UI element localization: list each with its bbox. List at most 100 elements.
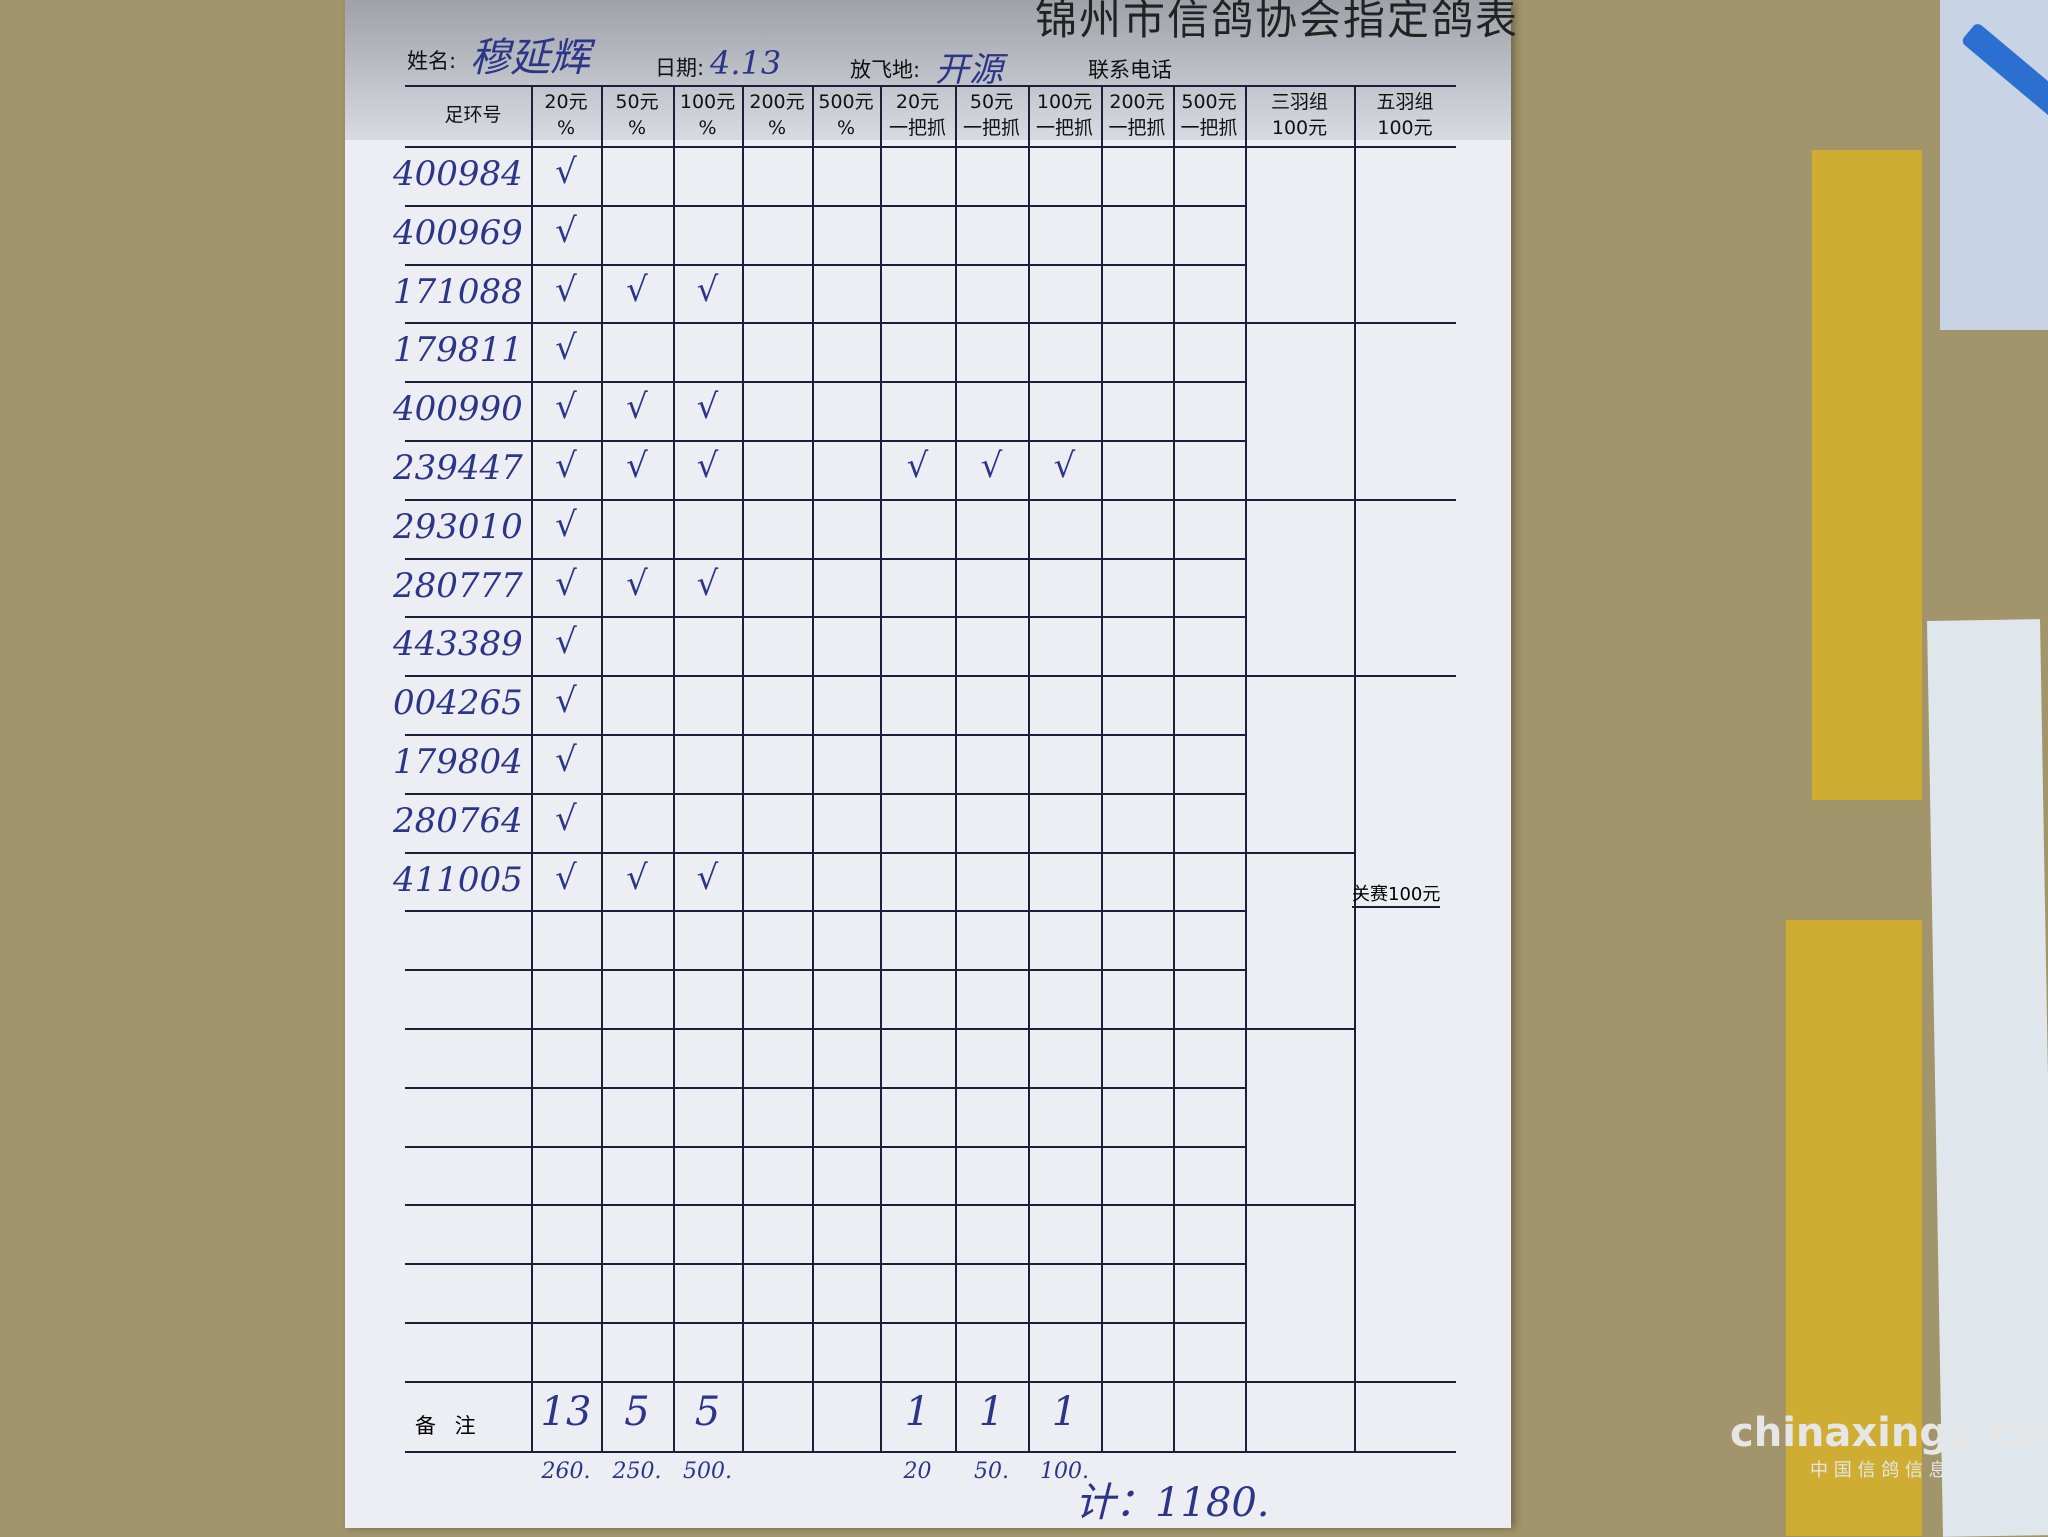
- ring-number: 179811: [393, 330, 523, 371]
- column-header-bottom: %: [556, 117, 576, 139]
- row-line: [405, 734, 1245, 736]
- check-mark: √: [555, 681, 577, 722]
- row-line: [405, 440, 1245, 442]
- remark-amount: 50.: [974, 1458, 1009, 1484]
- three-group-line: [1245, 498, 1354, 501]
- pigeon-designation-form: 锦州市信鸽协会指定鸽表 姓名: 穆延辉 日期: 4.13 放飞地: 开源 联系电…: [345, 0, 1517, 1528]
- column-header-bottom: 一把抓: [962, 117, 1020, 139]
- check-mark: √: [555, 269, 577, 310]
- three-group-line: [1245, 1028, 1354, 1030]
- remark-count: 1: [978, 1388, 1005, 1435]
- check-mark: √: [1053, 446, 1076, 486]
- check-mark: √: [696, 269, 719, 310]
- ring-number: 179804: [393, 742, 523, 782]
- check-mark: √: [555, 387, 577, 428]
- column-divider: [880, 85, 882, 1451]
- check-mark: √: [555, 446, 577, 486]
- three-group-line: [1245, 1204, 1354, 1207]
- column-header: 20元 一把抓: [880, 89, 955, 141]
- yellow-tape: [1812, 150, 1922, 800]
- column-header: 三羽组 100元: [1245, 89, 1354, 141]
- five-group-line: [1354, 675, 1456, 678]
- column-divider: [531, 85, 533, 1451]
- column-header-top: 足环号: [444, 104, 502, 126]
- check-mark: √: [555, 504, 577, 545]
- check-mark: √: [626, 269, 648, 310]
- column-divider: [742, 85, 744, 1451]
- phone-label: 联系电话: [1088, 58, 1172, 82]
- column-divider: [673, 85, 675, 1451]
- column-header-bottom: %: [698, 117, 717, 139]
- check-mark: √: [555, 798, 577, 839]
- remark-amount: 20: [903, 1458, 932, 1484]
- ring-number: 293010: [393, 506, 523, 547]
- five-group-note: 关赛100元: [1352, 880, 1441, 908]
- total-amount: 计：1180.: [1075, 1480, 1270, 1526]
- form-title: 锦州市信鸽协会指定鸽表: [1035, 0, 1520, 44]
- row-line: [405, 675, 1245, 678]
- column-header: 50元%: [601, 89, 673, 141]
- row-line: [405, 910, 1245, 913]
- ring-number: 004265: [393, 683, 523, 724]
- row-line: [405, 1322, 1245, 1324]
- row-line: [405, 381, 1245, 384]
- column-header: 100元%: [673, 89, 742, 141]
- row-line: [405, 557, 1245, 560]
- column-header-bottom: 一把抓: [1108, 117, 1166, 139]
- column-divider: [1028, 85, 1030, 1451]
- remark-count: 13: [540, 1388, 592, 1435]
- column-header-bottom: %: [627, 117, 647, 139]
- column-header-top: 五羽组: [1376, 91, 1434, 113]
- row-line: [405, 1086, 1245, 1089]
- remark-count: 1: [1051, 1388, 1078, 1435]
- name-value: 穆延辉: [470, 35, 590, 81]
- remark-count: 5: [694, 1388, 721, 1435]
- column-header-top: 20元: [544, 91, 588, 113]
- watermark-logo: chinaxinge.com: [1730, 1410, 2048, 1456]
- column-header-bottom: 100元: [1377, 117, 1433, 139]
- row-line: [405, 969, 1245, 972]
- row-line: [405, 1204, 1245, 1207]
- header-bottom-line: [405, 146, 1456, 148]
- check-mark: √: [555, 857, 577, 898]
- column-header-top: 100元: [1036, 91, 1093, 113]
- column-header-top: 500元: [818, 91, 874, 113]
- column-divider: [812, 85, 814, 1451]
- column-header: 50元一把抓: [955, 89, 1028, 141]
- column-header-top: 20元: [895, 91, 940, 113]
- check-mark: √: [696, 563, 719, 604]
- ring-number: 411005: [393, 859, 523, 900]
- column-header-top: 50元: [969, 91, 1014, 113]
- column-header: 500元%: [812, 89, 880, 141]
- column-header-bottom: 一把抓: [1180, 117, 1238, 139]
- name-label: 姓名:: [407, 49, 457, 73]
- date-label: 日期:: [655, 56, 705, 80]
- ring-number: 239447: [393, 448, 523, 488]
- column-header: 200元 一把抓: [1101, 89, 1173, 141]
- column-divider: [1245, 85, 1247, 1451]
- check-mark: √: [555, 210, 577, 251]
- three-group-line: [1245, 675, 1354, 678]
- row-line: [405, 263, 1245, 266]
- remark-amount: 100.: [1040, 1458, 1089, 1484]
- watermark-tagline: 中 国 信 鸽 信 息 网: [1810, 1460, 1971, 1481]
- remark-count: 5: [624, 1388, 650, 1435]
- row-line: [405, 616, 1245, 619]
- date-value: 4.13: [710, 44, 782, 82]
- check-mark: √: [555, 152, 577, 192]
- ring-number: 400990: [393, 389, 523, 430]
- check-mark: √: [626, 446, 648, 486]
- column-header: 足环号: [415, 89, 531, 141]
- column-header-top: 三羽组: [1270, 91, 1328, 113]
- column-divider: [1354, 85, 1356, 1451]
- check-mark: √: [696, 446, 719, 486]
- table-top-line: [405, 85, 1456, 87]
- column-header-top: 500元: [1181, 91, 1237, 113]
- check-mark: √: [906, 446, 929, 486]
- column-divider: [955, 85, 957, 1451]
- column-header: 五羽组 100元: [1354, 89, 1456, 141]
- column-header-top: 50元: [615, 91, 659, 113]
- row-line: [405, 1145, 1245, 1148]
- ring-number: 280764: [393, 800, 523, 841]
- column-header: 500元一把抓: [1173, 89, 1245, 141]
